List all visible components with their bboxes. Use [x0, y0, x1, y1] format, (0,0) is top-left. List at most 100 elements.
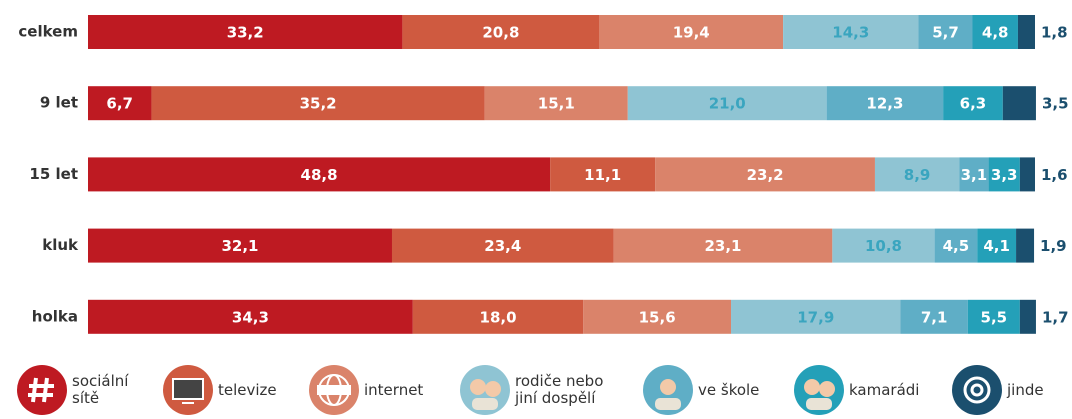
category-label: kluk: [42, 236, 79, 254]
bar-segment: [627, 86, 827, 121]
icon-stroke: [172, 378, 204, 400]
legend-icon: [309, 365, 359, 415]
bar-segment: [88, 299, 413, 334]
icon-face: [660, 379, 676, 395]
icon-circle: [952, 365, 1002, 415]
bar-segment: [967, 299, 1020, 334]
value-label: 18,0: [480, 308, 517, 326]
value-label: 48,8: [301, 166, 338, 184]
bar-segment: [874, 157, 960, 192]
legend-label: televize: [218, 380, 277, 399]
value-label: 11,1: [584, 166, 621, 184]
value-label: 1,8: [1041, 24, 1068, 42]
value-label: 6,7: [106, 95, 133, 113]
value-label: 19,4: [673, 24, 710, 42]
value-label: 15,1: [538, 95, 575, 113]
value-label: 1,9: [1040, 237, 1067, 255]
bar-segment: [972, 15, 1018, 49]
value-label: 23,4: [484, 237, 521, 255]
value-label: 10,8: [865, 237, 902, 255]
value-label: 3,1: [961, 166, 988, 184]
legend-icon: [794, 365, 844, 415]
value-label: 15,6: [639, 308, 676, 326]
value-label: 5,7: [932, 24, 959, 42]
bar-segment: [959, 157, 989, 192]
bar-segment: [832, 228, 935, 263]
bar-segment: [88, 15, 403, 49]
value-label: 3,3: [991, 166, 1018, 184]
icon-stroke: [42, 377, 49, 403]
bar-segment: [1002, 86, 1036, 121]
legend-label: internet: [364, 380, 424, 399]
value-label: 17,9: [797, 308, 834, 326]
bar-segment: [1016, 228, 1035, 263]
value-label: 8,9: [904, 166, 931, 184]
legend-label: ve škole: [698, 380, 760, 399]
bar-segment: [599, 15, 784, 49]
value-label: 1,6: [1041, 166, 1068, 184]
bar-segment: [1019, 157, 1035, 192]
bar-segment: [731, 299, 901, 334]
bar-segment: [88, 86, 152, 121]
icon-stroke: [963, 376, 991, 404]
icon-face: [819, 381, 835, 397]
bar-segment: [391, 228, 614, 263]
bar-segment: [484, 86, 628, 121]
icon-stroke: [31, 377, 38, 403]
icon-stroke: [970, 383, 984, 397]
bar-segment: [402, 15, 600, 49]
icon-face: [470, 379, 486, 395]
value-label: 20,8: [482, 24, 519, 42]
bar-segment: [783, 15, 919, 49]
value-label: 1,7: [1042, 308, 1069, 326]
legend-label: rodiče nebo jiní dospělí: [515, 372, 604, 407]
icon-body: [655, 398, 681, 410]
value-label: 21,0: [709, 95, 746, 113]
legend-label: sociální sítě: [72, 372, 129, 407]
value-label: 4,8: [982, 24, 1009, 42]
icon-circle: [17, 365, 67, 415]
value-label: 23,1: [704, 237, 741, 255]
bar-segment: [918, 15, 973, 49]
value-label: 4,1: [983, 237, 1010, 255]
value-label: 14,3: [832, 24, 869, 42]
value-label: 7,1: [921, 308, 948, 326]
bar-segment: [88, 157, 551, 192]
bar-segment: [655, 157, 875, 192]
legend-label: kamarádi: [849, 380, 920, 399]
value-label: 32,1: [221, 237, 258, 255]
category-label: 9 let: [40, 94, 78, 112]
legend-icon: [17, 365, 67, 415]
value-label: 12,3: [866, 95, 903, 113]
bar-segment: [943, 86, 1003, 121]
value-label: 34,3: [232, 308, 269, 326]
icon-face: [804, 379, 820, 395]
bar-segment: [583, 299, 732, 334]
icon-body: [806, 398, 832, 410]
legend-icon: [163, 365, 213, 415]
bar-segment: [412, 299, 584, 334]
value-label: 5,5: [981, 308, 1008, 326]
category-label: holka: [32, 307, 78, 325]
legend-icon: [460, 365, 510, 415]
bar-segment: [550, 157, 656, 192]
category-label: celkem: [18, 23, 78, 41]
bar-segment: [988, 157, 1020, 192]
icon-body: [472, 398, 498, 410]
bar-segment: [151, 86, 485, 121]
value-label: 6,3: [960, 95, 987, 113]
icon-face: [485, 381, 501, 397]
bar-segment: [934, 228, 978, 263]
value-label: 4,5: [943, 237, 970, 255]
bar-segment: [826, 86, 944, 121]
bar-segment: [977, 228, 1017, 263]
legend-label: jinde: [1007, 380, 1044, 399]
icon-stroke: [317, 385, 351, 395]
value-label: 35,2: [300, 95, 337, 113]
bar-segment: [613, 228, 833, 263]
value-label: 3,5: [1042, 95, 1069, 113]
value-label: 33,2: [227, 24, 264, 42]
bar-segment: [900, 299, 968, 334]
